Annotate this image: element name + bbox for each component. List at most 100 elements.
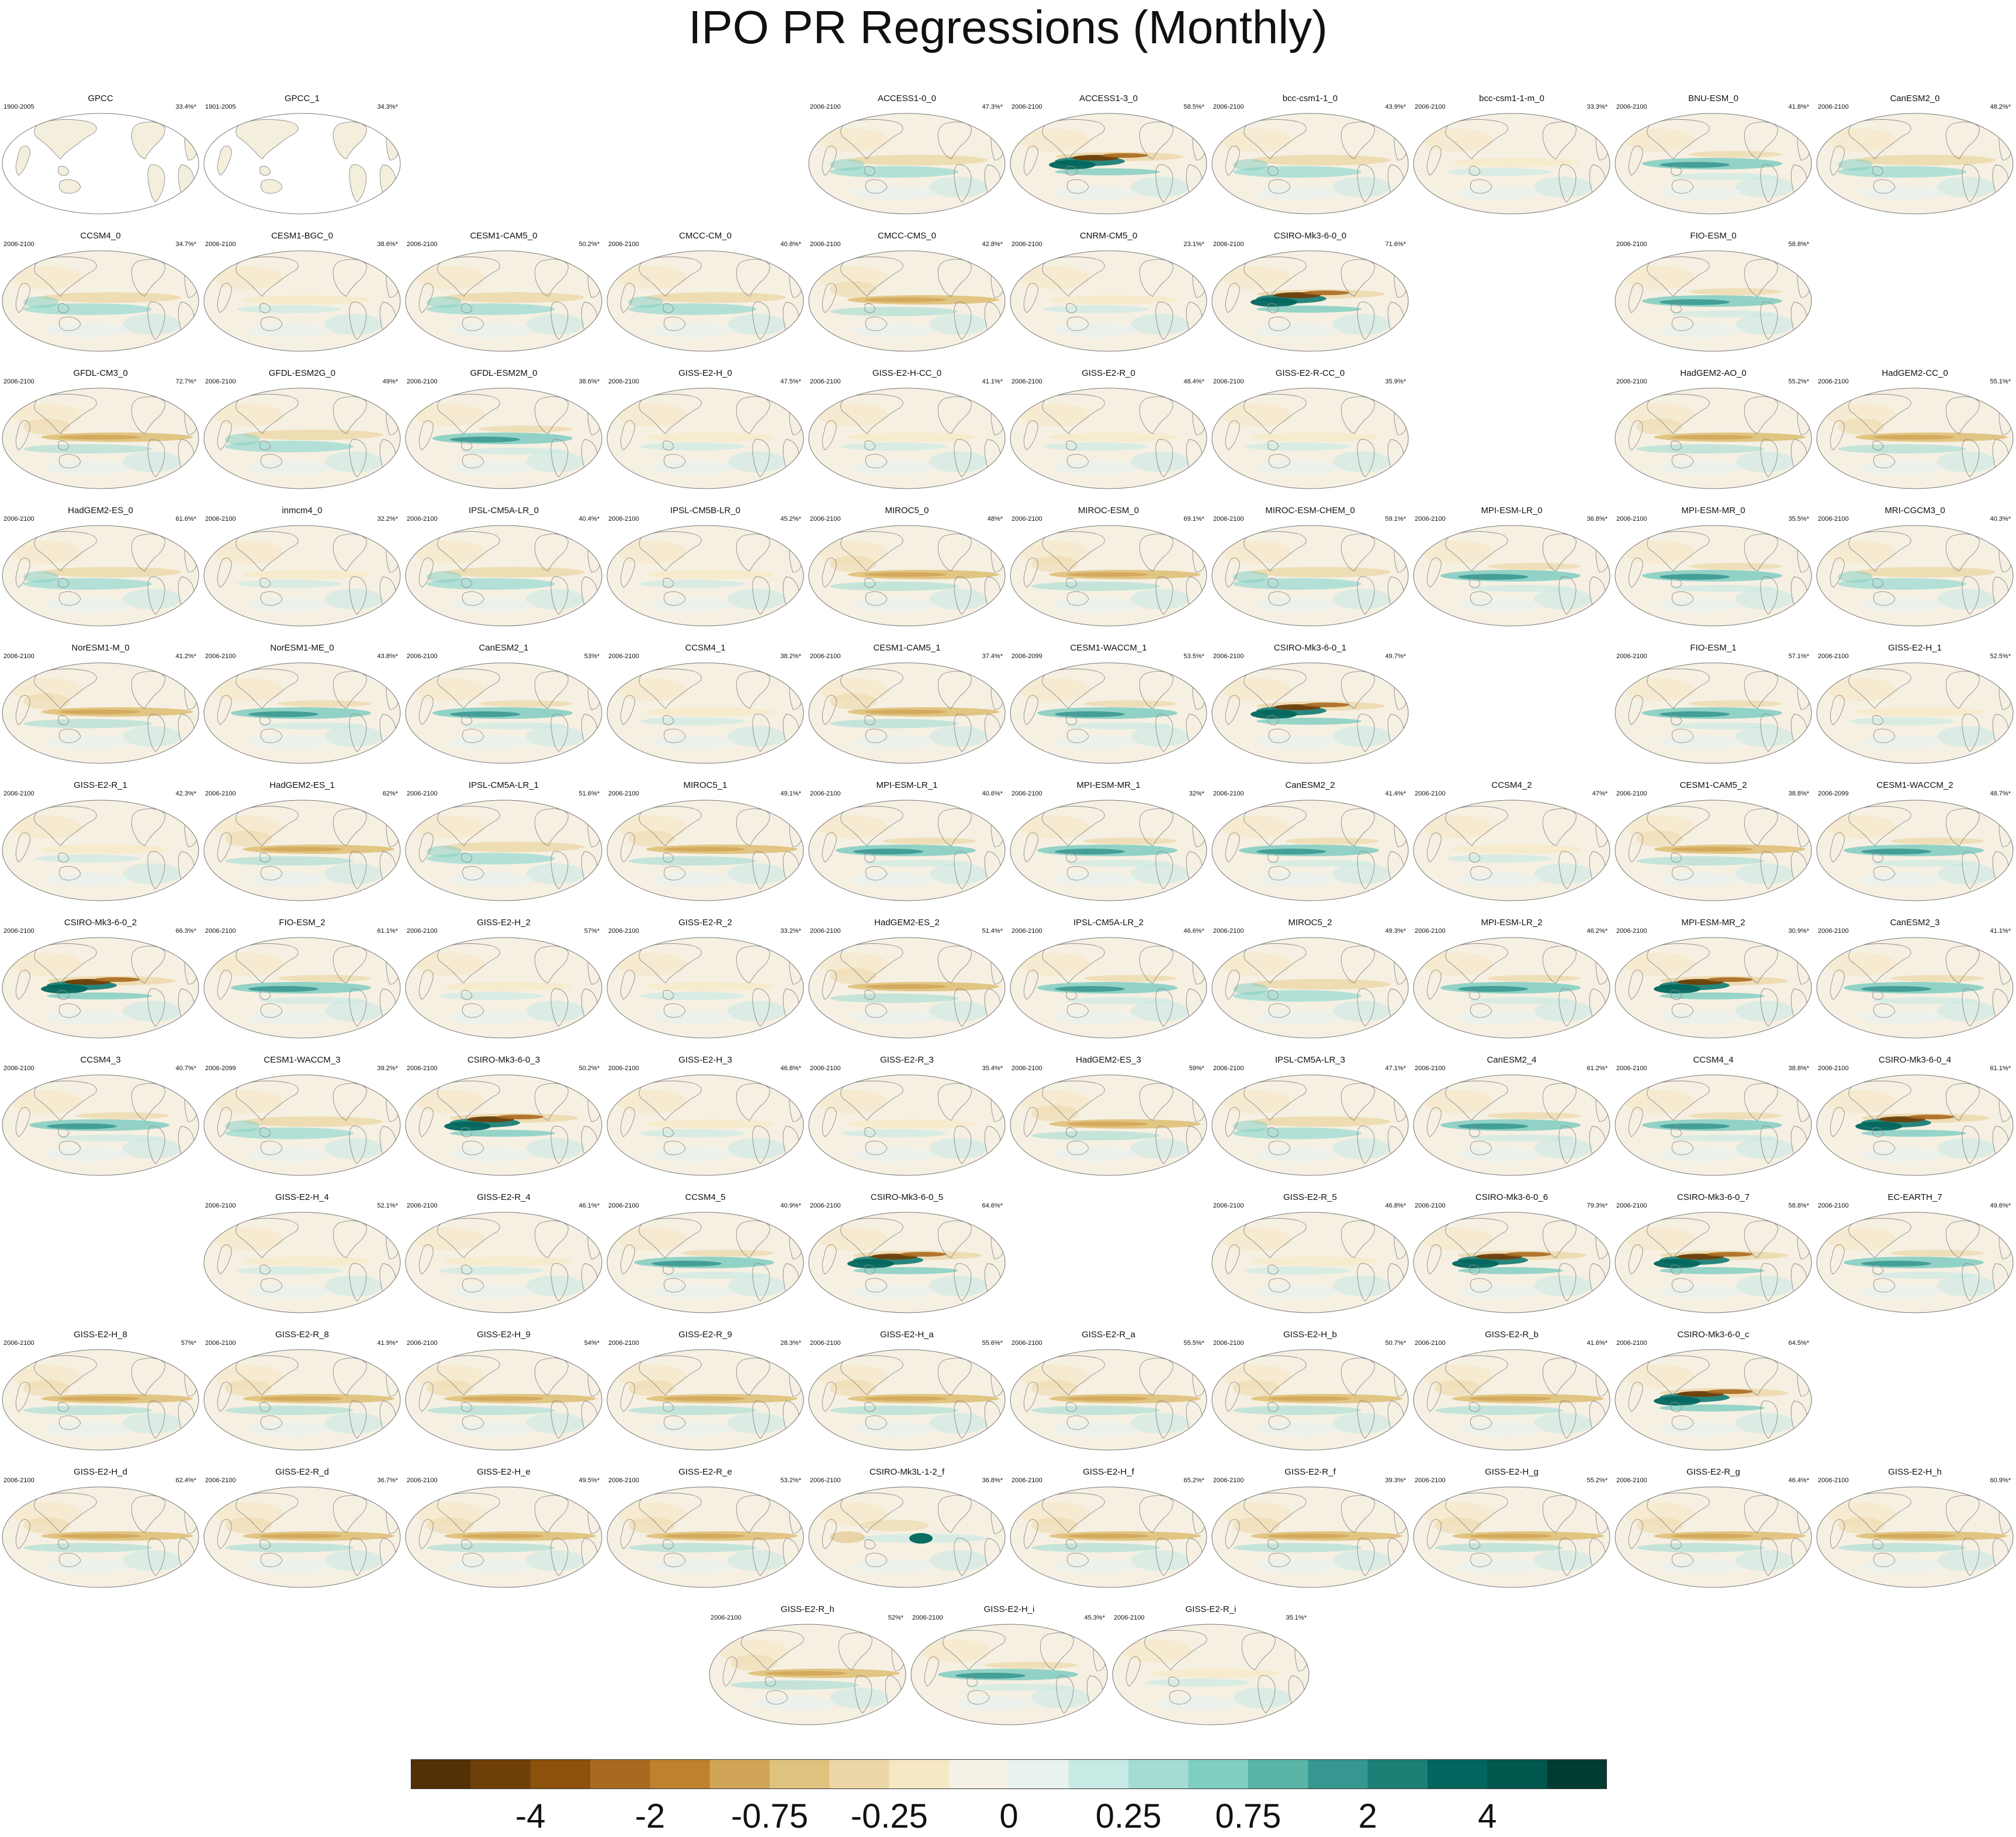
panel-title: GISS-E2-H-CC_0 [872, 368, 942, 378]
map-panel: CCSM4_4 2006-2100 38.8%* [1613, 1055, 1814, 1178]
panel-title: HadGEM2-ES_0 [68, 506, 133, 516]
panel-title: GISS-E2-H_3 [678, 1055, 732, 1065]
panel-percent: 43.8%* [377, 653, 398, 660]
panel-years: 2006-2100 [407, 653, 438, 660]
panel-percent: 55.6%* [982, 1340, 1003, 1347]
panel-percent: 50.2%* [579, 1065, 600, 1072]
panel-percent: 39.2%* [377, 1065, 398, 1072]
panel-title: IPSL-CM5A-LR_2 [1073, 918, 1144, 928]
map-panel: IPSL-CM5B-LR_0 2006-2100 45.2%* [605, 506, 806, 628]
colorbar-tick-label: 2 [1358, 1797, 1377, 1835]
global-map [1413, 525, 1610, 627]
panel-years: 2006-2100 [1818, 103, 1849, 110]
global-map [709, 1624, 906, 1725]
map-panel: CESM1-BGC_0 2006-2100 38.6%* [202, 231, 403, 354]
panel-title: MPI-ESM-LR_0 [1481, 506, 1543, 516]
panel-percent: 41.4%* [1385, 790, 1406, 797]
panel-percent: 65.2%* [1183, 1477, 1204, 1484]
global-map [203, 1349, 401, 1451]
map-panel: CSIRO-Mk3-6-0_0 2006-2100 71.6%* [1210, 231, 1411, 354]
colorbar-swatch [1367, 1759, 1428, 1789]
panel-years: 2006-2100 [608, 653, 639, 660]
global-map [607, 937, 804, 1039]
map-panel: FIO-ESM_2 2006-2100 61.1%* [202, 918, 403, 1040]
global-map [1615, 662, 1812, 764]
panel-years: 2006-2100 [1213, 378, 1244, 385]
panel-percent: 49.6%* [1990, 1202, 2011, 1209]
map-panel: FIO-ESM_0 2006-2100 58.8%* [1613, 231, 1814, 354]
global-map [607, 800, 804, 901]
map-panel: CCSM4_1 2006-2100 38.2%* [605, 643, 806, 766]
panel-percent: 38.8%* [1788, 1065, 1809, 1072]
map-panel: GISS-E2-H_b 2006-2100 50.7%* [1210, 1330, 1411, 1452]
global-map [607, 662, 804, 764]
map-panel: CESM1-CAM5_1 2006-2100 37.4%* [806, 643, 1007, 766]
panel-title: GISS-E2-R-CC_0 [1275, 368, 1345, 378]
panel-years: 2006-2100 [608, 1340, 639, 1347]
global-map [405, 662, 602, 764]
panel-years: 2006-2100 [608, 241, 639, 248]
panel-years: 2006-2100 [1616, 1202, 1647, 1209]
panel-years: 2006-2100 [1012, 928, 1042, 935]
global-map [808, 525, 1006, 627]
panel-years: 2006-2100 [4, 1340, 34, 1347]
panel-percent: 55.2%* [1587, 1477, 1608, 1484]
panel-title: CanESM2_0 [1890, 94, 1940, 103]
panel-title: IPSL-CM5A-LR_1 [468, 780, 539, 790]
panel-title: GISS-E2-H_2 [477, 918, 531, 928]
panel-years: 2006-2100 [407, 241, 438, 248]
panel-years: 2006-2100 [1616, 790, 1647, 797]
map-panel: inmcm4_0 2006-2100 32.2%* [202, 506, 403, 628]
panel-years: 2006-2100 [1616, 653, 1647, 660]
colorbar-swatch [1427, 1759, 1488, 1789]
map-panel: MPI-ESM-LR_0 2006-2100 36.8%* [1411, 506, 1612, 628]
panel-years: 2006-2100 [810, 1065, 841, 1072]
panel-years: 2006-2100 [205, 378, 236, 385]
panel-title: IPSL-CM5A-LR_3 [1274, 1055, 1346, 1065]
map-panel: NorESM1-M_0 2006-2100 41.2%* [0, 643, 201, 766]
colorbar-swatch [530, 1759, 591, 1789]
panel-percent: 49.5%* [579, 1477, 600, 1484]
panel-title: GISS-E2-H_d [74, 1467, 127, 1477]
global-map [1615, 113, 1812, 215]
panel-years: 2006-2100 [4, 378, 34, 385]
colorbar-tick-label: -0.25 [850, 1797, 928, 1835]
panel-percent: 47.3%* [982, 103, 1003, 110]
panel-percent: 46.8%* [1385, 1202, 1406, 1209]
panel-percent: 47%* [1592, 790, 1608, 797]
colorbar-swatch [889, 1759, 950, 1789]
panel-percent: 61.2%* [1587, 1065, 1608, 1072]
global-map [808, 662, 1006, 764]
global-map [2, 937, 199, 1039]
panel-percent: 59%* [1189, 1065, 1204, 1072]
panel-years: 2006-2100 [205, 241, 236, 248]
panel-years: 2006-2100 [1012, 103, 1042, 110]
map-panel: GISS-E2-H_1 2006-2100 52.5%* [1814, 643, 2015, 766]
map-panel: GISS-E2-R_h 2006-2100 52%* [707, 1604, 908, 1727]
panel-years: 2006-2100 [205, 653, 236, 660]
panel-percent: 48%* [987, 516, 1003, 523]
panel-years: 2006-2100 [407, 1202, 438, 1209]
panel-title: GISS-E2-H_9 [477, 1330, 531, 1340]
global-map [1413, 1074, 1610, 1176]
map-panel: GISS-E2-R_2 2006-2100 33.2%* [605, 918, 806, 1040]
panel-years: 2006-2100 [1818, 653, 1849, 660]
panel-title: GISS-E2-H_g [1485, 1467, 1539, 1477]
map-panel: GISS-E2-R-CC_0 2006-2100 35.9%* [1210, 368, 1411, 491]
global-map [2, 1486, 199, 1588]
global-map [808, 1212, 1006, 1313]
colorbar-swatch [470, 1759, 531, 1789]
panel-title: CSIRO-Mk3-6-0_0 [1273, 231, 1347, 241]
panel-title: GISS-E2-R_d [275, 1467, 329, 1477]
global-map [1816, 800, 2014, 901]
global-map [203, 1212, 401, 1313]
panel-percent: 41.2%* [175, 653, 196, 660]
panel-title: CCSM4_2 [1491, 780, 1532, 790]
panel-years: 2006-2099 [205, 1065, 236, 1072]
colorbar-swatch [1547, 1759, 1607, 1789]
map-panel: GISS-E2-H_2 2006-2100 57%* [403, 918, 604, 1040]
global-map [1816, 1074, 2014, 1176]
map-panel: CanESM2_2 2006-2100 41.4%* [1210, 780, 1411, 903]
panel-title: GISS-E2-H_h [1888, 1467, 1942, 1477]
panel-years: 2006-2100 [1616, 241, 1647, 248]
